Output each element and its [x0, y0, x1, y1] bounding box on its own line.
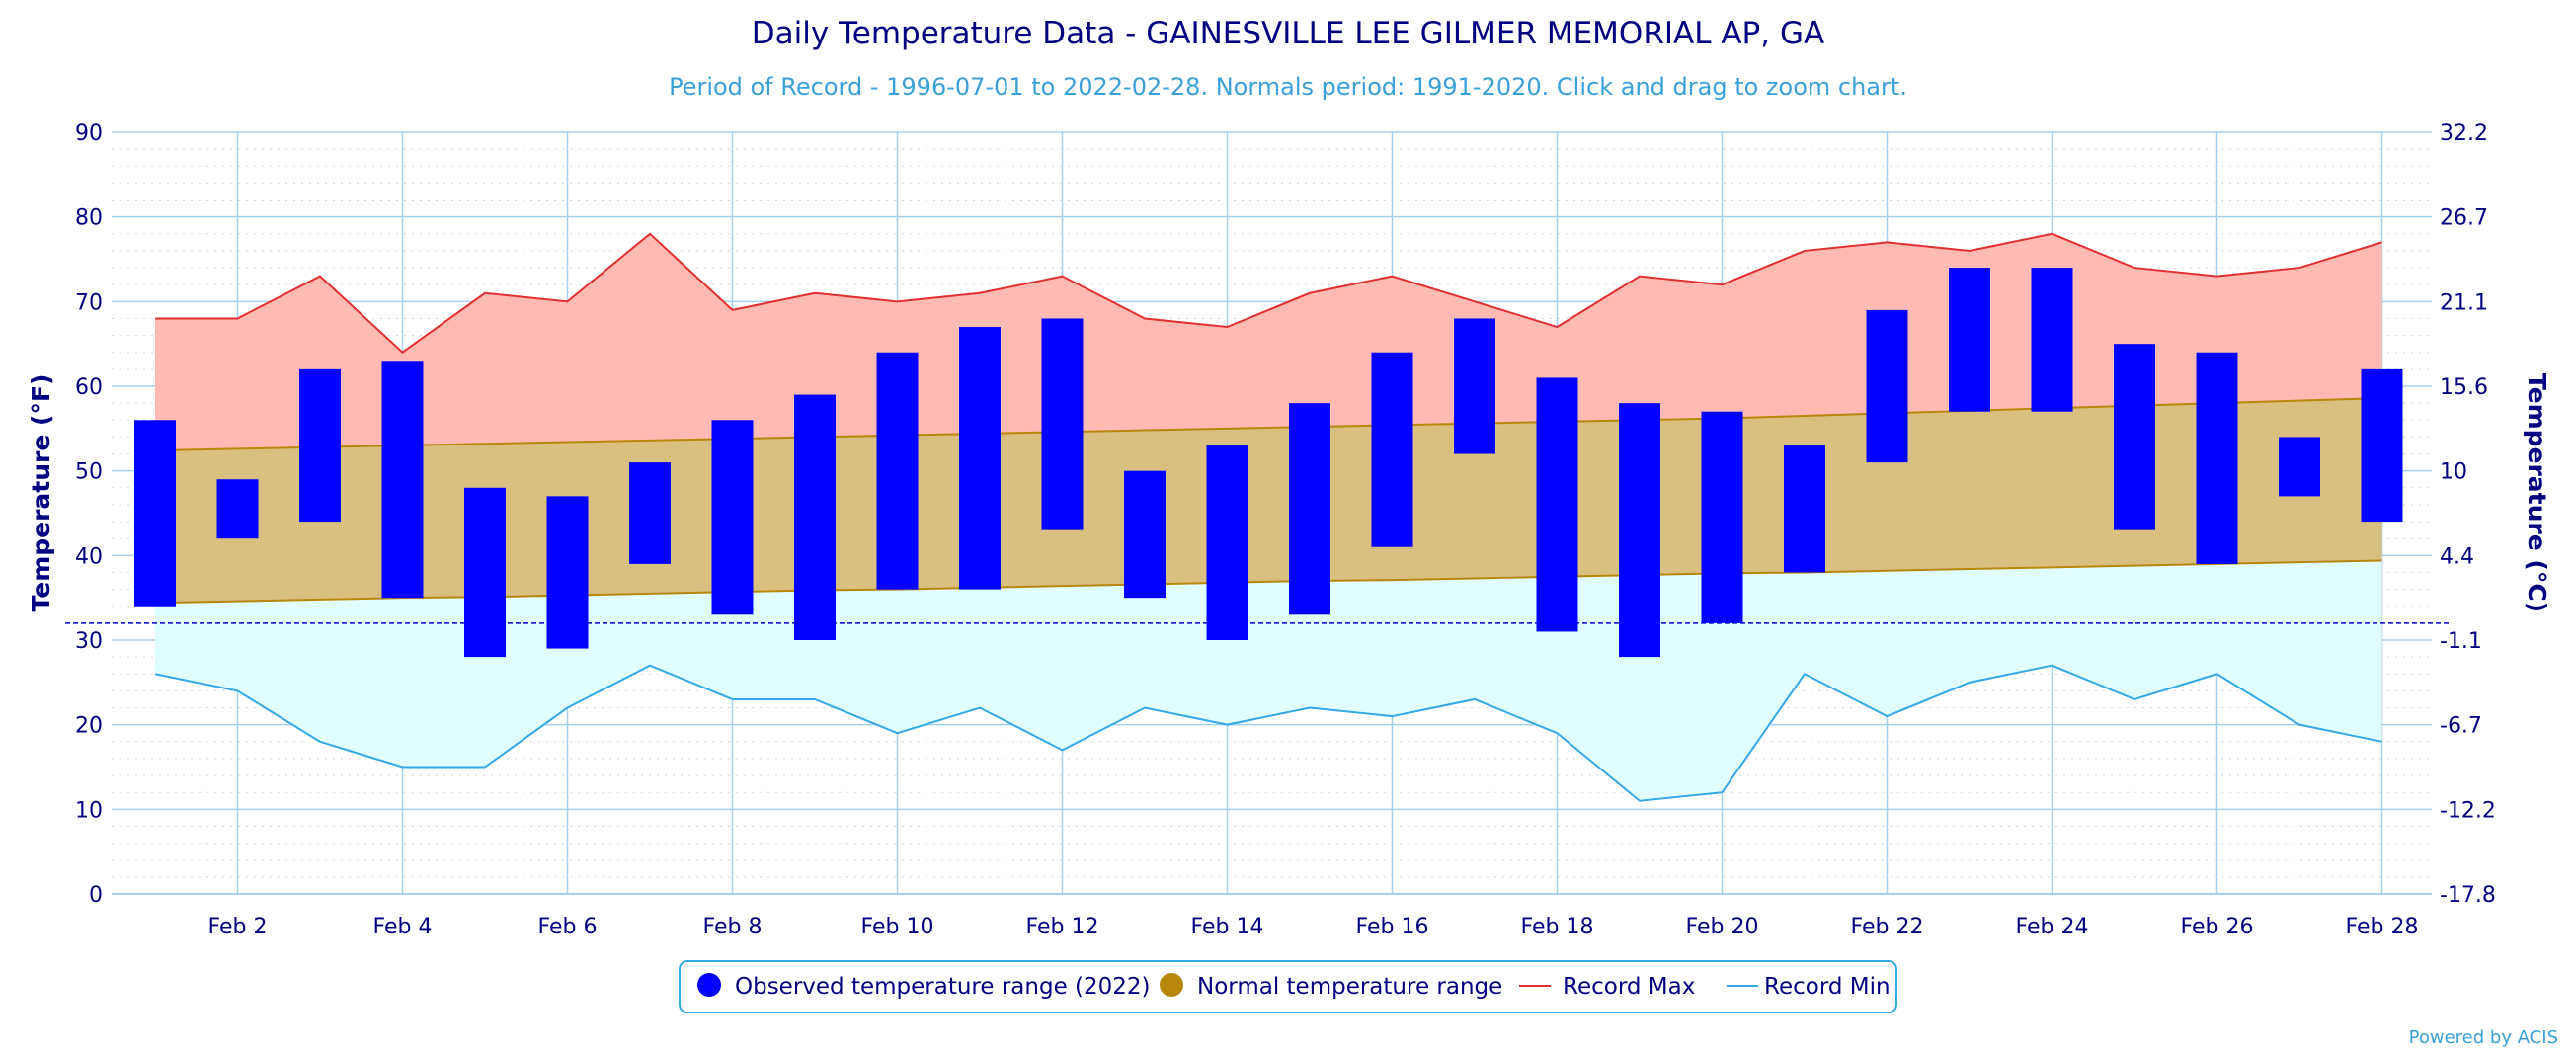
- x-tick-label: Feb 26: [2181, 915, 2254, 939]
- powered-by-credit[interactable]: Powered by ACIS: [2409, 1027, 2558, 1048]
- legend-item-record-max[interactable]: Record Max: [1519, 974, 1695, 1000]
- y-axis-title-left: Temperature (°F): [27, 374, 55, 612]
- observed-bar[interactable]: [876, 352, 919, 590]
- observed-bar[interactable]: [381, 361, 424, 599]
- observed-bar[interactable]: [1124, 470, 1166, 599]
- observed-bar[interactable]: [1371, 352, 1413, 547]
- y-tick-label-right: -17.8: [2440, 883, 2496, 908]
- y-tick-label-left: 80: [75, 206, 103, 231]
- observed-bar[interactable]: [134, 420, 176, 607]
- observed-bar[interactable]: [1454, 318, 1495, 454]
- x-tick-label: Feb 24: [2016, 915, 2089, 939]
- record-min-area: [155, 560, 2382, 801]
- chart-subtitle: Period of Record - 1996-07-01 to 2022-02…: [669, 73, 1907, 101]
- y-tick-label-right: 26.7: [2440, 206, 2488, 231]
- observed-bar[interactable]: [1289, 403, 1330, 615]
- x-tick-label: Feb 12: [1026, 915, 1099, 939]
- x-tick-label: Feb 14: [1191, 915, 1264, 939]
- observed-bars[interactable]: [134, 268, 2403, 658]
- record-max-area: [155, 233, 2382, 451]
- observed-bar[interactable]: [711, 420, 754, 615]
- y-tick-label-left: 30: [75, 629, 103, 654]
- legend-record-max-label: Record Max: [1563, 974, 1695, 1000]
- observed-bar[interactable]: [2196, 352, 2238, 564]
- series-lines: [65, 232, 2450, 802]
- y-tick-label-left: 40: [75, 544, 103, 569]
- x-tick-label: Feb 28: [2346, 915, 2419, 939]
- x-tick-label: Feb 10: [861, 915, 934, 939]
- legend-observed-label: Observed temperature range (2022): [735, 974, 1151, 1000]
- y-tick-label-right: 15.6: [2440, 375, 2488, 400]
- y-tick-label-right: 32.2: [2440, 122, 2488, 146]
- observed-bar[interactable]: [1041, 318, 1084, 530]
- x-tick-label: Feb 4: [373, 915, 433, 939]
- record-max-line[interactable]: [155, 232, 2382, 355]
- y-tick-label-right: 10: [2440, 460, 2467, 485]
- y-tick-label-left: 60: [75, 375, 103, 400]
- y-tick-label-left: 20: [75, 714, 103, 739]
- legend-record-min-label: Record Min: [1764, 974, 1891, 1000]
- x-tick-label: Feb 22: [1851, 915, 1924, 939]
- observed-bar[interactable]: [1701, 411, 1743, 623]
- x-tick-label: Feb 16: [1356, 915, 1429, 939]
- chart-title: Daily Temperature Data - GAINESVILLE LEE…: [752, 16, 1824, 51]
- legend-box: [679, 960, 1897, 1013]
- normal-low-line: [154, 559, 2382, 605]
- legend-item-normal[interactable]: Normal temperature range: [1160, 973, 1502, 1000]
- legend-item-record-min[interactable]: Record Min: [1727, 974, 1891, 1000]
- observed-bar[interactable]: [216, 479, 259, 539]
- y-tick-label-left: 50: [75, 460, 103, 485]
- y-tick-label-left: 90: [75, 122, 103, 146]
- y-tick-label-right: 21.1: [2440, 290, 2488, 315]
- y-tick-label-right: -1.1: [2440, 629, 2482, 654]
- y-tick-label-left: 70: [75, 290, 103, 315]
- legend-item-observed[interactable]: Observed temperature range (2022): [697, 973, 1151, 1000]
- observed-bar[interactable]: [629, 462, 671, 564]
- observed-bar[interactable]: [2114, 344, 2155, 530]
- normal-high-line: [154, 396, 2382, 452]
- record-min-line[interactable]: [154, 664, 2382, 802]
- observed-bar[interactable]: [2279, 437, 2320, 497]
- observed-bar[interactable]: [464, 487, 506, 658]
- axes: 0 10 20 30 40 50 60 70 80 90 -17.8 -12.2 -6.7 -1.1 4.4…: [75, 122, 2496, 939]
- observed-bar[interactable]: [1866, 309, 1908, 463]
- x-tick-label: Feb 2: [208, 915, 268, 939]
- observed-bar[interactable]: [2361, 368, 2403, 523]
- legend-observed-marker: [697, 973, 721, 997]
- observed-bar[interactable]: [546, 496, 589, 649]
- y-tick-label-right: -6.7: [2440, 714, 2482, 739]
- observed-bar[interactable]: [1619, 403, 1660, 658]
- observed-bar[interactable]: [1536, 377, 1578, 632]
- y-tick-label-right: 4.4: [2440, 544, 2474, 569]
- x-tick-label: Feb 8: [703, 915, 763, 939]
- observed-bar[interactable]: [1206, 445, 1248, 640]
- legend: Observed temperature range (2022) Normal…: [679, 960, 1897, 1013]
- observed-bar[interactable]: [1949, 268, 1990, 412]
- observed-bar[interactable]: [1784, 445, 1825, 573]
- observed-bar[interactable]: [299, 368, 341, 523]
- y-tick-label-left: 0: [89, 883, 103, 908]
- observed-bar[interactable]: [794, 394, 836, 640]
- x-tick-label: Feb 6: [538, 915, 598, 939]
- y-axis-title-right: Temperature (°C): [2523, 373, 2551, 612]
- observed-bar[interactable]: [959, 327, 1001, 590]
- y-tick-label-right: -12.2: [2440, 798, 2496, 823]
- x-tick-label: Feb 20: [1686, 915, 1759, 939]
- y-tick-label-left: 10: [75, 798, 103, 823]
- observed-bar[interactable]: [2031, 268, 2073, 412]
- x-tick-label: Feb 18: [1521, 915, 1594, 939]
- legend-normal-label: Normal temperature range: [1197, 974, 1502, 1000]
- legend-normal-marker: [1160, 973, 1183, 997]
